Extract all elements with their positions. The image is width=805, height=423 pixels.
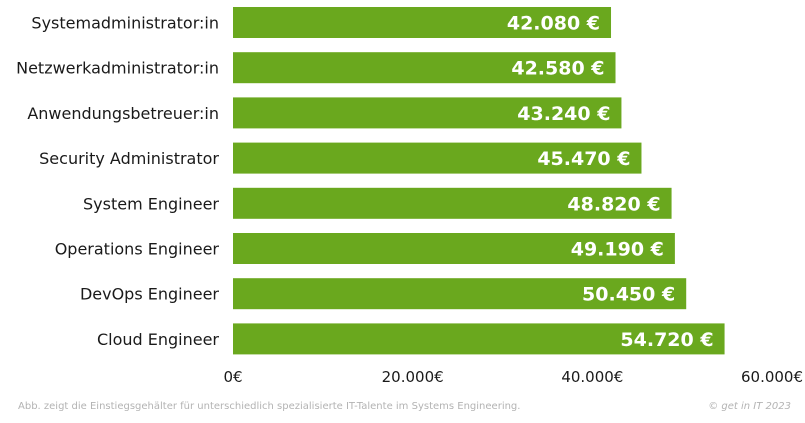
value-label: 48.820 € xyxy=(567,193,660,215)
value-label: 42.580 € xyxy=(511,58,604,80)
bar-chart: Systemadministrator:in 42.080 € Netzwerkad… xyxy=(16,7,803,386)
category-label: Operations Engineer xyxy=(55,240,220,259)
copyright-notice: © get in IT 2023 xyxy=(708,401,791,412)
bar xyxy=(233,187,672,219)
value-label: 49.190 € xyxy=(571,239,664,261)
category-label: Anwendungsbetreuer:in xyxy=(27,104,219,123)
value-label: 54.720 € xyxy=(620,329,713,351)
x-tick-label: 20.000€ xyxy=(382,368,444,386)
category-label: DevOps Engineer xyxy=(80,285,219,304)
bar xyxy=(233,323,725,355)
value-label: 43.240 € xyxy=(517,103,610,125)
x-tick-label: 40.000€ xyxy=(561,368,623,386)
bar xyxy=(233,7,612,38)
value-label: 45.470 € xyxy=(537,148,630,170)
category-label: Systemadministrator:in xyxy=(31,14,219,33)
bar xyxy=(233,52,616,84)
category-label: Netzwerkadministrator:in xyxy=(16,59,219,78)
bar xyxy=(233,97,622,129)
x-tick-label: 60.000€ xyxy=(741,368,803,386)
value-label: 42.080 € xyxy=(507,13,600,35)
category-label: Security Administrator xyxy=(39,149,219,168)
x-tick-label: 0€ xyxy=(223,368,242,386)
category-label: System Engineer xyxy=(83,194,219,213)
value-label: 50.450 € xyxy=(582,284,675,306)
bar xyxy=(233,233,675,264)
figure-caption: Abb. zeigt die Einstiegsgehälter für unt… xyxy=(18,401,521,412)
bar xyxy=(233,142,642,174)
category-label: Cloud Engineer xyxy=(97,330,219,349)
bar xyxy=(233,278,687,310)
